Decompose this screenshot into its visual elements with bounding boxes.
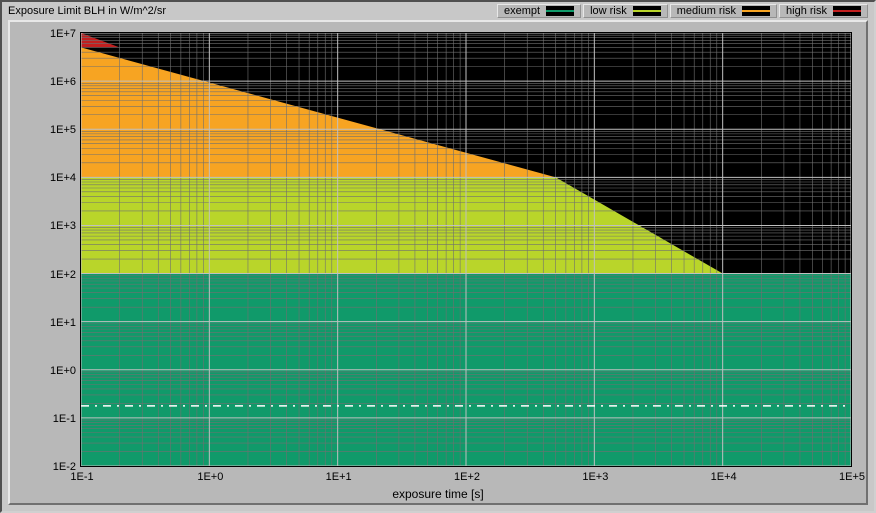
y-tick: 1E+3 [50, 220, 76, 232]
legend-label: exempt [504, 5, 540, 17]
window-frame: Exposure Limit BLH in W/m^2/sr exempt low… [0, 0, 876, 513]
legend-swatch [833, 6, 861, 16]
x-tick: 1E+3 [582, 471, 608, 483]
x-tick: 1E-1 [70, 471, 93, 483]
plot-svg [81, 33, 851, 466]
plot-area [80, 32, 852, 467]
y-tick: 1E+0 [50, 365, 76, 377]
legend-label: medium risk [677, 5, 736, 17]
y-tick: 1E+2 [50, 269, 76, 281]
y-tick: 1E+5 [50, 124, 76, 136]
y-tick: 1E+4 [50, 172, 76, 184]
legend-label: high risk [786, 5, 827, 17]
x-tick: 1E+2 [454, 471, 480, 483]
legend: exempt low risk medium risk high risk [495, 4, 868, 18]
legend-item-exempt: exempt [497, 4, 581, 18]
y-tick: 1E+7 [50, 28, 76, 40]
y-tick: 1E+6 [50, 76, 76, 88]
x-tick: 1E+1 [326, 471, 352, 483]
legend-label: low risk [590, 5, 627, 17]
legend-swatch [633, 6, 661, 16]
y-tick: 1E+1 [50, 317, 76, 329]
x-tick: 1E+4 [711, 471, 737, 483]
x-tick: 1E+0 [197, 471, 223, 483]
legend-item-medium-risk: medium risk [670, 4, 777, 18]
x-tick: 1E+5 [839, 471, 865, 483]
legend-item-low-risk: low risk [583, 4, 668, 18]
legend-swatch [742, 6, 770, 16]
x-axis-label: exposure time [s] [392, 487, 483, 501]
chart-bezel: Exposure Limit [W/m^2/sr] exposure time … [8, 20, 868, 505]
legend-swatch [546, 6, 574, 16]
legend-item-high-risk: high risk [779, 4, 868, 18]
y-tick: 1E-1 [53, 413, 76, 425]
chart-title: Exposure Limit BLH in W/m^2/sr [8, 5, 166, 17]
header-bar: Exposure Limit BLH in W/m^2/sr exempt low… [8, 4, 868, 18]
